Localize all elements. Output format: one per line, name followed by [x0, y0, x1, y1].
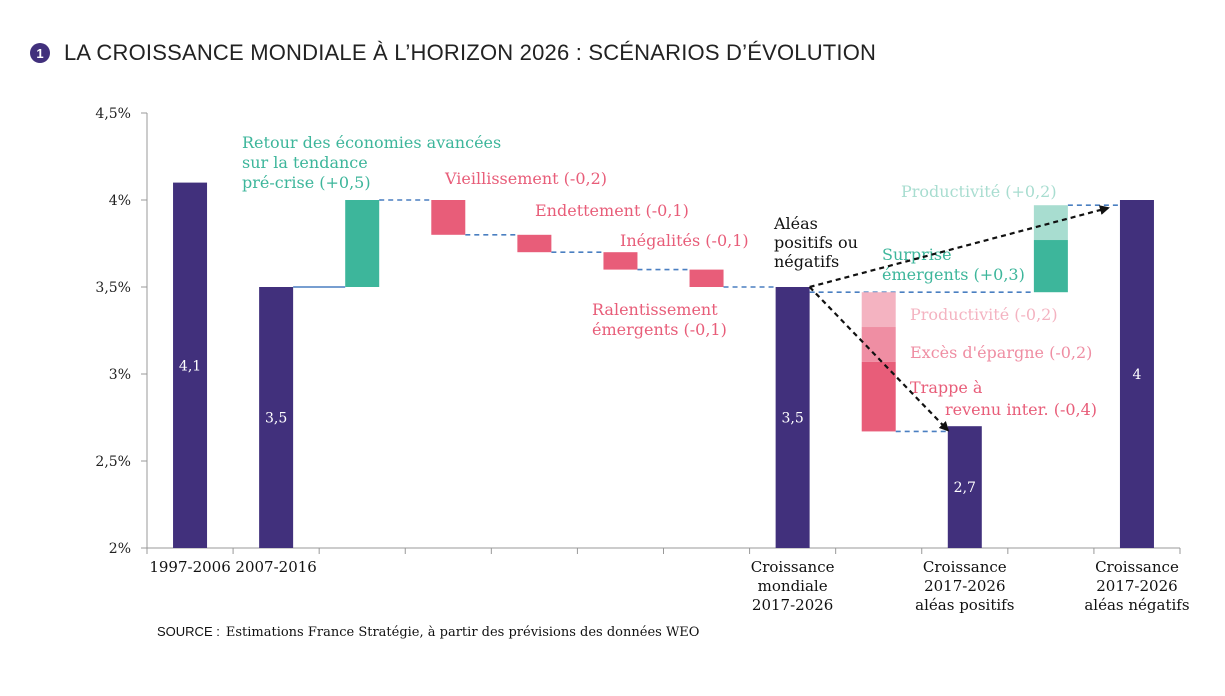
step-bar: [603, 252, 638, 270]
x-tick-label: Croissance 2017-2026 aléas négatifs: [1084, 558, 1189, 614]
step-label: Surprise émergents (+0,3): [882, 245, 1025, 284]
y-tick-label: 4%: [109, 193, 131, 209]
arrow-positive-scenario: [809, 205, 1110, 289]
step-label: Productivité (-0,2): [910, 305, 1058, 324]
y-tick-label: 3,5%: [95, 280, 131, 296]
total-bar: [947, 426, 982, 548]
step-label: Vieillissement (-0,2): [444, 169, 607, 188]
total-bar: [1119, 200, 1154, 548]
step-bar: [431, 200, 466, 235]
y-tick-label: 3%: [109, 367, 131, 383]
step-label: revenu inter. (-0,4): [945, 400, 1097, 419]
connector-lines: [293, 199, 1120, 433]
bar-value-label: 4: [1132, 367, 1141, 383]
figure-number-badge: 1: [30, 43, 50, 63]
step-bar: [1033, 205, 1068, 241]
bar-value-label: 3,5: [781, 411, 803, 427]
step-label: Trappe à: [910, 378, 983, 397]
arrow-negative-scenario: [808, 286, 950, 432]
annotation-label: Aléas positifs ou négatifs: [773, 214, 858, 271]
step-label: Endettement (-0,1): [535, 201, 689, 220]
step-label: Retour des économies avancées sur la tend…: [242, 133, 501, 192]
bar-value-label: 3,5: [265, 411, 287, 427]
step-bar: [517, 234, 552, 253]
total-bar: [173, 182, 208, 548]
y-tick-label: 2,5%: [95, 454, 131, 470]
step-bar: [861, 327, 896, 362]
step-bar: [861, 361, 896, 432]
step-bar: [689, 269, 724, 287]
x-tick-label: Croissance mondiale 2017-2026: [751, 558, 835, 614]
bar-value-label: 2,7: [954, 480, 976, 496]
step-label: Excès d'épargne (-0,2): [910, 343, 1092, 362]
source-text: Estimations France Stratégie, à partir d…: [225, 625, 700, 640]
x-tick-label: Croissance 2017-2026 aléas positifs: [915, 558, 1014, 614]
x-tick-label: 2007-2016: [235, 558, 316, 576]
step-bar: [1033, 240, 1068, 293]
scenario-arrows: [808, 205, 1110, 432]
source-note: SOURCE : Estimations France Stratégie, à …: [157, 624, 699, 640]
labels-group: Retour des économies avancées sur la tend…: [242, 133, 1097, 419]
total-bar: [259, 287, 294, 548]
x-tick-label: 1997-2006: [149, 558, 230, 576]
step-label: Productivité (+0,2): [901, 182, 1057, 201]
y-axis-group: 2% 2,5% 3% 3,5% 4% 4,5% 1997-2006 2007-2016 Croi…: [95, 106, 1189, 614]
y-tick-label: 4,5%: [95, 106, 131, 122]
bar-value-label: 4,1: [179, 358, 201, 374]
chart-header: 1 LA CROISSANCE MONDIALE À L’HORIZON 202…: [30, 38, 876, 68]
step-label: Ralentissement émergents (-0,1): [592, 300, 727, 339]
y-tick-label: 2%: [109, 541, 131, 557]
step-label: Inégalités (-0,1): [620, 231, 749, 250]
source-label: SOURCE :: [157, 624, 220, 639]
step-bar: [861, 292, 896, 328]
total-bar: [775, 287, 810, 548]
chart-title: LA CROISSANCE MONDIALE À L’HORIZON 2026 …: [64, 40, 877, 65]
step-bar: [345, 200, 380, 287]
bars-group: 4,1 3,5 3,5 2,7 4: [173, 182, 1154, 548]
